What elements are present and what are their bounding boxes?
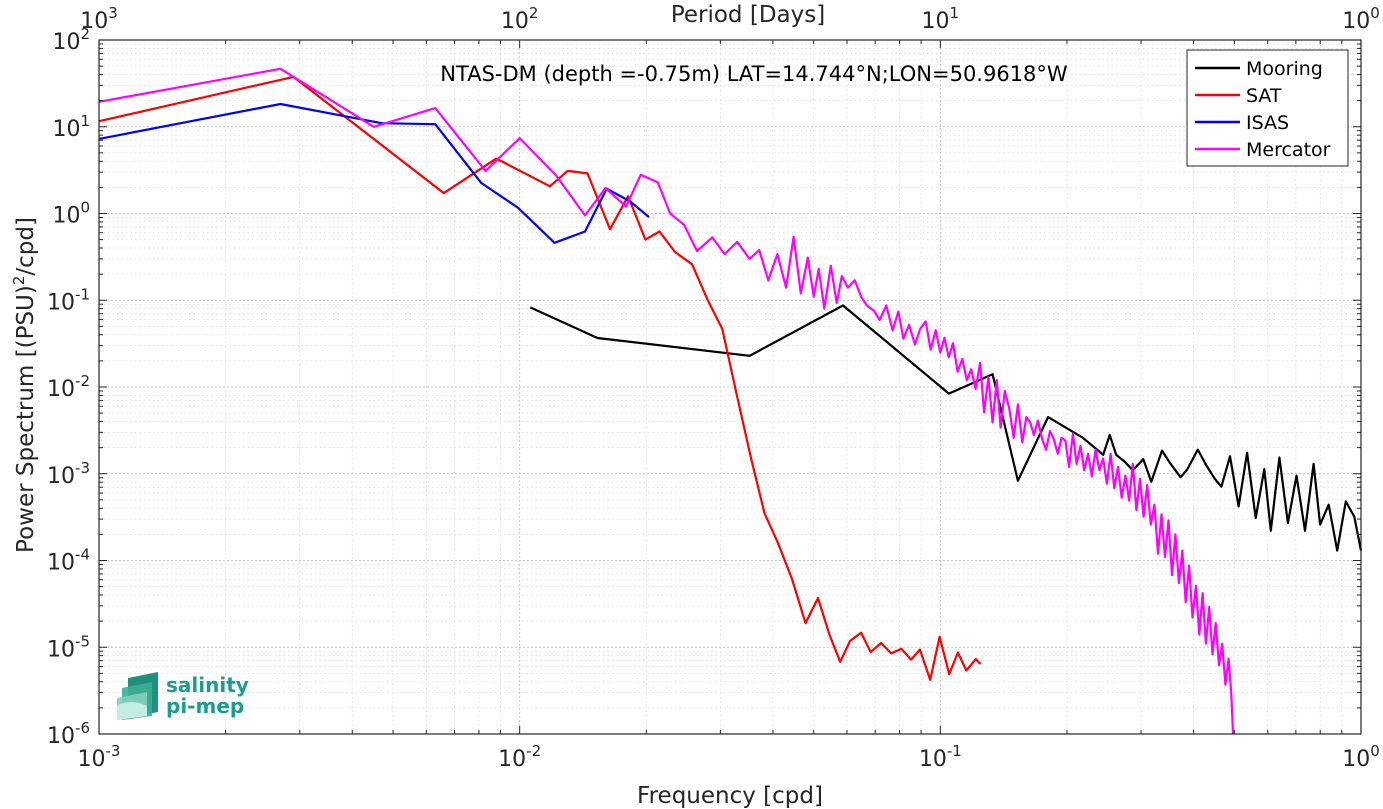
y-tick-label: 10-6 (47, 719, 90, 749)
x-axis-label: Frequency [cpd] (637, 783, 823, 809)
y-tick-label: 10-1 (47, 285, 90, 315)
top-tick-label: 100 (1342, 4, 1380, 34)
series-line-isas (98, 102, 650, 244)
top-tick-label: 102 (501, 4, 539, 34)
x-tick-label: 10-1 (919, 742, 962, 772)
legend-box (1186, 49, 1349, 167)
chart-title: NTAS-DM (depth =-0.75m) LAT=14.744°N;LON… (440, 62, 1068, 86)
legend-label-mooring: Mooring (1246, 58, 1323, 80)
logo-line2: pi-mep (166, 694, 244, 718)
x-tick-label: 10-3 (78, 742, 121, 772)
x-tick-labels: 10-3 10-2 10-1 100 (78, 742, 1380, 772)
series-layer (98, 67, 1363, 735)
top-tick-label: 103 (80, 4, 118, 34)
series-line-mercator (98, 67, 1235, 735)
y-tick-label: 100 (52, 199, 90, 229)
y-axis-label: Power Spectrum [(PSU)2/cpd] (10, 217, 39, 553)
top-axis-label: Period [Days] (671, 2, 825, 28)
legend-label-isas: ISAS (1246, 112, 1289, 134)
legend-label-mercator: Mercator (1246, 139, 1331, 161)
x-tick-label: 100 (1342, 742, 1380, 772)
minor-grid (99, 40, 1361, 734)
legend-label-sat: SAT (1246, 85, 1282, 107)
logo-line1: salinity (166, 673, 249, 697)
y-tick-label: 10-4 (47, 546, 90, 576)
tick-marks (98, 39, 1362, 735)
top-tick-label: 101 (922, 4, 960, 34)
y-tick-label: 102 (52, 25, 90, 55)
salinity-pi-mep-logo: salinity pi-mep (117, 672, 249, 720)
series-line-mooring (529, 304, 1363, 552)
y-tick-label: 101 (52, 112, 90, 142)
y-tick-label: 10-2 (47, 372, 90, 402)
series-line-sat (98, 75, 982, 682)
x-tick-label: 10-2 (498, 742, 541, 772)
y-tick-label: 10-3 (47, 459, 90, 489)
legend: Mooring SAT ISAS Mercator (1186, 49, 1349, 167)
top-tick-labels: 103 102 101 100 (80, 4, 1380, 34)
logo-waves-icon (117, 672, 158, 720)
major-grid (98, 39, 1362, 735)
y-tick-label: 10-5 (47, 632, 90, 662)
y-tick-labels: 102 101 100 10-1 10-2 10-3 10-4 10-5 10-6 (47, 25, 90, 749)
